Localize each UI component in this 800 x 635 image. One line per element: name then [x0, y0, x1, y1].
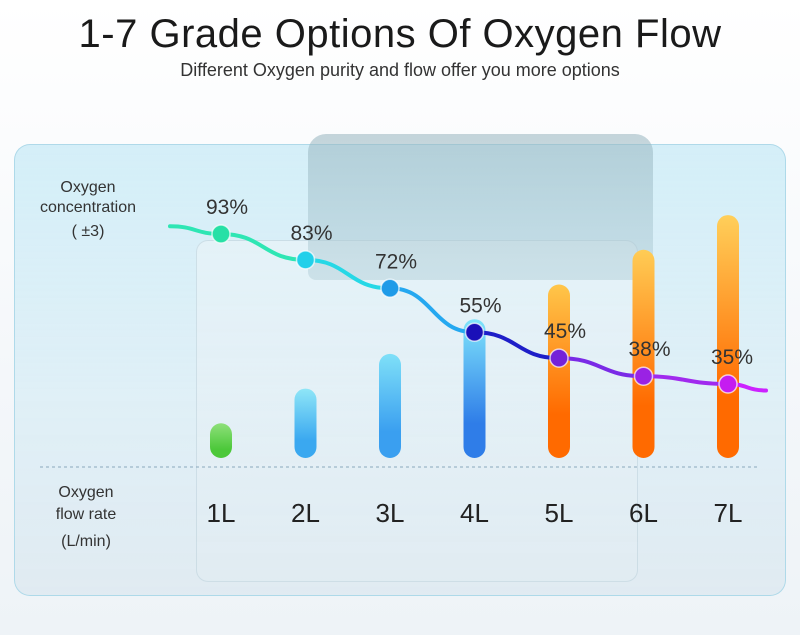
flow-label-line1: Oxygen [58, 484, 114, 501]
concentration-line-segment [219, 232, 308, 262]
concentration-point-3L [380, 278, 400, 299]
flow-axis-label: Oxygen flow rate (L/min) [22, 482, 150, 553]
flow-tick-3L: 3L [376, 498, 405, 528]
concentration-point-4L [464, 322, 485, 343]
concentration-line-segment [303, 257, 392, 291]
flow-label-line2: flow rate [55, 506, 117, 523]
concentration-axis-label: Oxygen concentration ( ±3) [22, 178, 154, 242]
flow-tick-4L: 4L [460, 498, 489, 528]
flow-bar-3L [379, 353, 401, 458]
concentration-label-5L: 45% [544, 320, 586, 343]
device-top-image [308, 134, 653, 280]
concentration-label-3L: 72% [375, 250, 417, 273]
concentration-line-segment [557, 356, 646, 379]
concentration-line-segment [388, 286, 477, 335]
flow-tick-5L: 5L [545, 498, 574, 528]
concentration-line-segment [641, 374, 730, 386]
concentration-label-2L: 83% [290, 222, 332, 245]
flow-bar-7L [717, 215, 739, 458]
flow-bar-4L [463, 319, 486, 458]
concentration-label-6L: 38% [628, 338, 670, 361]
concentration-point-2L [295, 250, 316, 270]
flow-tick-6L: 6L [629, 498, 658, 528]
concentration-point-5L [549, 348, 569, 368]
concentration-label-1L: 93% [206, 196, 248, 219]
flow-bar-6L [632, 249, 655, 458]
concentration-label-line3: ( ±3) [71, 223, 105, 240]
concentration-line-segment [472, 330, 561, 361]
flow-tick-2L: 2L [291, 498, 320, 528]
concentration-label-4L: 55% [459, 294, 501, 317]
flow-label-line3: (L/min) [61, 533, 111, 550]
concentration-label-line1: Oxygen [60, 179, 116, 196]
flow-tick-7L: 7L [714, 498, 743, 528]
concentration-label-7L: 35% [711, 346, 753, 369]
page-title: 1-7 Grade Options Of Oxygen Flow [78, 12, 722, 56]
page-subtitle: Different Oxygen purity and flow offer y… [180, 60, 620, 80]
flow-bar-5L [548, 284, 570, 458]
flow-bar-1L [210, 423, 232, 458]
flow-bar-2L [294, 388, 317, 458]
concentration-label-line2: concentration [39, 199, 137, 216]
flow-tick-1L: 1L [207, 498, 236, 528]
concentration-point-7L [718, 374, 738, 394]
concentration-point-1L [211, 224, 231, 244]
concentration-point-6L [633, 366, 654, 386]
